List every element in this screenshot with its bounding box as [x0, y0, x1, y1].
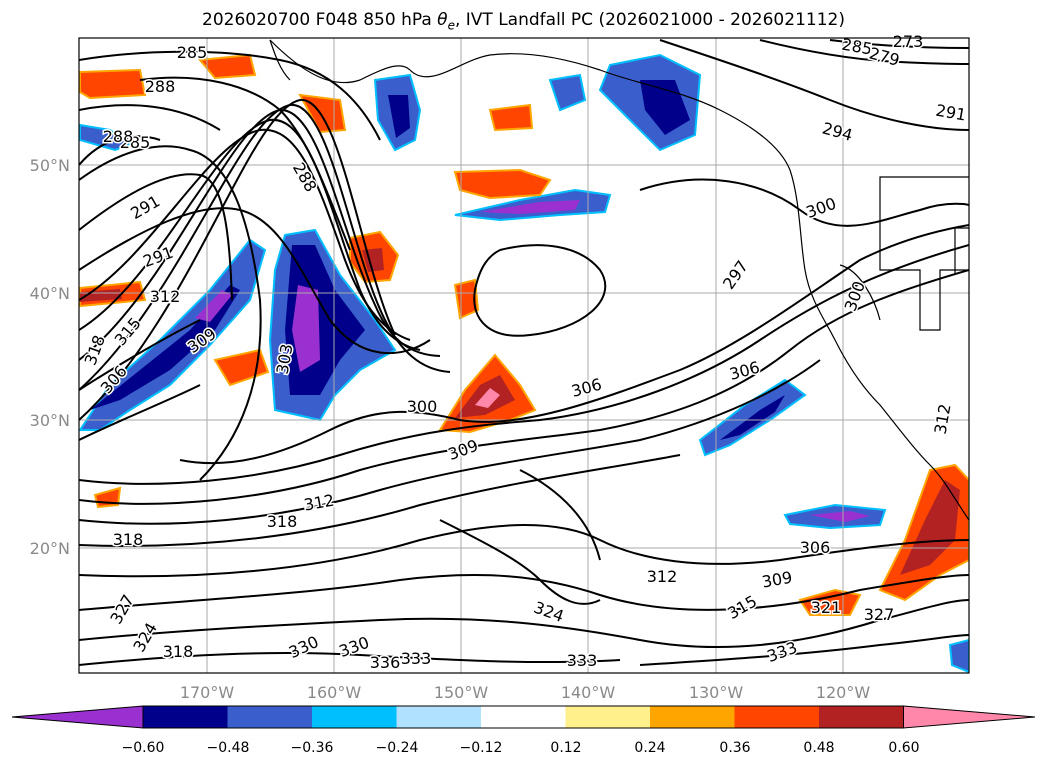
contour-label: 315	[724, 591, 760, 623]
positive-anomaly-region	[198, 53, 257, 80]
contour-label: 300	[841, 279, 869, 314]
colorbar-tick-label: −0.36	[291, 740, 334, 756]
positive-anomaly-region	[79, 68, 147, 100]
latitude-tick-labels: 50°N 40°N 30°N 20°N	[30, 156, 70, 558]
contour-label: 324	[531, 598, 566, 626]
colorbar-swatch	[481, 706, 566, 728]
colorbar-swatch	[819, 706, 904, 728]
contour-label: 312	[302, 491, 335, 515]
lon-tick-label: 120°W	[816, 683, 871, 702]
negative-anomaly-core	[388, 95, 410, 138]
contour-label: 330	[337, 633, 372, 661]
lat-tick-label: 20°N	[30, 539, 70, 558]
negative-anomaly-peak	[810, 511, 870, 522]
contour-label: 336	[370, 653, 401, 672]
gridlines	[79, 38, 969, 673]
colorbar-swatch	[650, 706, 735, 728]
contour-label: 309	[446, 436, 481, 464]
contour-label: 330	[286, 632, 322, 662]
contour-label: 300	[804, 194, 839, 222]
negative-anomaly-region	[948, 638, 969, 673]
colorbar-tick-label: −0.12	[460, 740, 503, 756]
contour-label: 333	[567, 651, 598, 670]
lon-tick-label: 140°W	[561, 683, 616, 702]
negative-anomaly-region	[548, 73, 587, 112]
contour-label: 291	[127, 191, 163, 223]
colorbar-tick-label: −0.24	[376, 740, 419, 756]
contour-label: 288	[103, 127, 134, 146]
positive-anomaly-peak	[475, 388, 500, 408]
contour-label: 285	[120, 133, 151, 152]
contour-label: 309	[760, 568, 793, 592]
shaded-anomaly-layer	[79, 53, 969, 673]
contour-label: 288	[145, 77, 176, 96]
lat-tick-label: 50°N	[30, 156, 70, 175]
positive-anomaly-region	[488, 103, 534, 132]
lon-tick-label: 130°W	[689, 683, 744, 702]
positive-anomaly-region	[213, 348, 270, 387]
negative-anomaly-region	[79, 123, 133, 152]
colorbar-tick-labels: −0.60 −0.48 −0.36 −0.24 −0.12 0.12 0.24 …	[122, 740, 920, 756]
lon-tick-label: 160°W	[307, 683, 362, 702]
colorbar-extend-min	[11, 705, 144, 729]
negative-anomaly-peak	[480, 200, 580, 214]
contour-label: 294	[820, 119, 854, 145]
plot-frame	[78, 37, 970, 674]
lon-tick-label: 150°W	[434, 683, 489, 702]
colorbar-tick-label: 0.24	[634, 740, 665, 756]
lon-tick-label: 170°W	[180, 683, 235, 702]
figure-title: 2026020700 F048 850 hPa θe, IVT Landfall…	[202, 10, 845, 33]
contour-label: 300	[407, 397, 438, 416]
coastlines	[269, 39, 969, 521]
contour-label: 291	[141, 243, 176, 271]
negative-anomaly-peak	[292, 285, 320, 372]
colorbar-tick-label: 0.48	[803, 740, 834, 756]
colorbar-swatch	[227, 706, 313, 728]
lat-tick-label: 40°N	[30, 284, 70, 303]
contour-label: 306	[800, 538, 831, 557]
contour-label: 306	[727, 358, 761, 384]
positive-anomaly-region	[798, 588, 862, 616]
contour-label: 318	[81, 333, 109, 368]
contour-label: 327	[864, 605, 895, 624]
colorbar-swatch	[396, 706, 482, 728]
contour-label: 333	[765, 638, 800, 666]
colorbar-extend-max	[903, 705, 1036, 729]
contour-label: 333	[401, 649, 432, 668]
positive-anomaly-core	[900, 480, 960, 575]
positive-anomaly-region	[453, 168, 552, 200]
contour-label: 324	[129, 619, 161, 655]
theta-e-contours	[79, 39, 969, 666]
colorbar-swatch	[143, 706, 228, 728]
contour-label: 318	[267, 512, 298, 531]
contour-label: 306	[569, 375, 603, 401]
contour-label: 312	[150, 287, 181, 306]
colorbar-frame	[142, 705, 904, 729]
colorbar-tick-label: 0.60	[888, 740, 919, 756]
contour-label: 312	[647, 567, 678, 586]
lat-tick-label: 30°N	[30, 411, 70, 430]
contour-label: 291	[934, 101, 967, 125]
colorbar-swatch	[734, 706, 820, 728]
contour-label: 312	[931, 402, 955, 435]
colorbar-tick-label: −0.60	[122, 740, 165, 756]
contour-label: 285	[177, 43, 208, 62]
colorbar-tick-label: 0.12	[550, 740, 581, 756]
negative-anomaly-peak	[195, 290, 232, 322]
colorbar-tick-label: 0.36	[719, 740, 750, 756]
colorbar-tick-label: −0.48	[207, 740, 250, 756]
contour-label: 318	[113, 530, 144, 549]
contour-label: 318	[163, 642, 194, 661]
longitude-tick-labels: 170°W 160°W 150°W 140°W 130°W 120°W	[180, 683, 871, 702]
contour-label: 327	[106, 591, 138, 627]
negative-anomaly-core	[720, 395, 785, 440]
contour-label: 297	[719, 257, 752, 293]
colorbar	[11, 705, 1036, 729]
colorbar-swatch	[312, 706, 397, 728]
contour-label: 321	[811, 598, 842, 617]
colorbar-swatch	[565, 706, 651, 728]
contour-label: 273	[893, 32, 924, 51]
